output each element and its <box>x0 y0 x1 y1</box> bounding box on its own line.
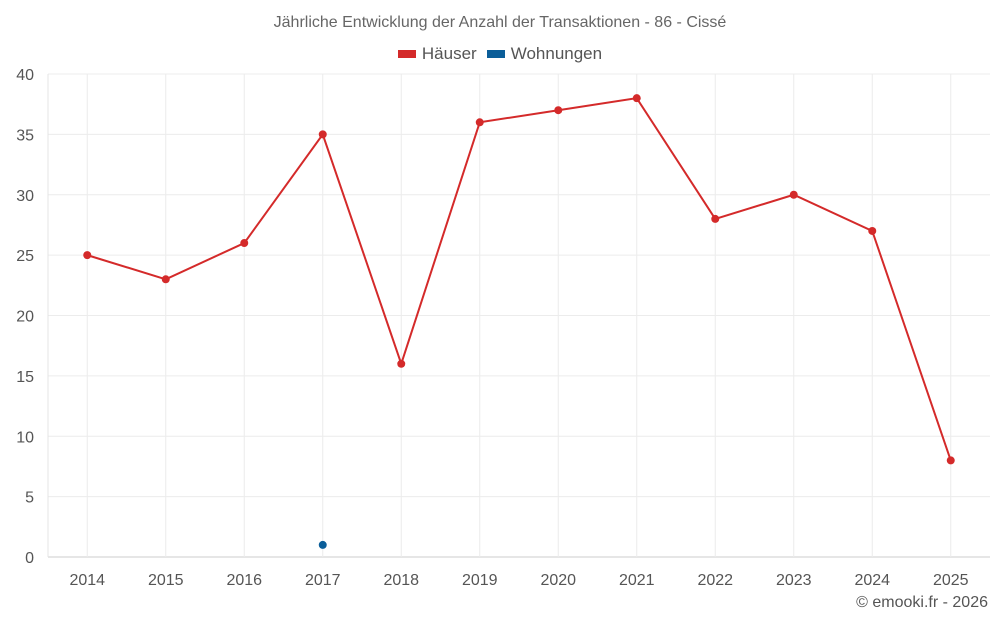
x-tick-label: 2025 <box>933 572 969 589</box>
legend-swatch-houses <box>397 50 416 58</box>
x-tick-label: 2016 <box>226 572 262 589</box>
legend-label-apartments: Wohnungen <box>510 44 603 63</box>
y-tick-label: 20 <box>16 309 34 326</box>
y-tick-label: 30 <box>16 188 34 205</box>
x-tick-label: 2023 <box>776 572 812 589</box>
legend: Häuser Wohnungen <box>0 44 1000 64</box>
data-point-0 <box>475 118 484 127</box>
y-tick-label: 10 <box>16 429 34 446</box>
legend-label-houses: Häuser <box>421 44 477 63</box>
y-tick-label: 35 <box>16 127 34 144</box>
credit-text: © emooki.fr - 2026 <box>856 594 988 611</box>
series-line-0 <box>86 97 952 461</box>
x-tick-label: 2022 <box>697 572 733 589</box>
data-point-0 <box>318 130 327 139</box>
x-tick-label: 2024 <box>854 572 890 589</box>
x-tick-label: 2017 <box>305 572 341 589</box>
y-tick-label: 25 <box>16 248 34 265</box>
y-tick-label: 5 <box>25 490 34 507</box>
data-point-0 <box>161 275 170 284</box>
data-point-0 <box>83 251 92 260</box>
data-point-0 <box>397 359 406 368</box>
data-point-0 <box>632 94 641 103</box>
data-point-1 <box>318 540 327 549</box>
y-tick-label: 40 <box>16 67 34 84</box>
data-point-0 <box>240 239 249 248</box>
x-tick-label: 2020 <box>540 572 576 589</box>
data-point-0 <box>868 226 877 235</box>
data-point-0 <box>789 190 798 199</box>
legend-item-apartments[interactable]: Wohnungen <box>486 44 603 64</box>
x-tick-label: 2018 <box>383 572 419 589</box>
data-point-0 <box>946 456 955 465</box>
data-point-0 <box>711 214 720 223</box>
x-tick-label: 2015 <box>148 572 184 589</box>
y-tick-label: 0 <box>25 550 34 567</box>
legend-item-houses[interactable]: Häuser <box>397 44 477 64</box>
chart-title: Jährliche Entwicklung der Anzahl der Tra… <box>273 14 727 31</box>
y-tick-label: 15 <box>16 369 34 386</box>
x-tick-label: 2019 <box>462 572 498 589</box>
legend-swatch-apartments <box>486 50 505 58</box>
x-tick-label: 2014 <box>69 572 105 589</box>
data-point-0 <box>554 106 563 115</box>
x-tick-label: 2021 <box>619 572 655 589</box>
